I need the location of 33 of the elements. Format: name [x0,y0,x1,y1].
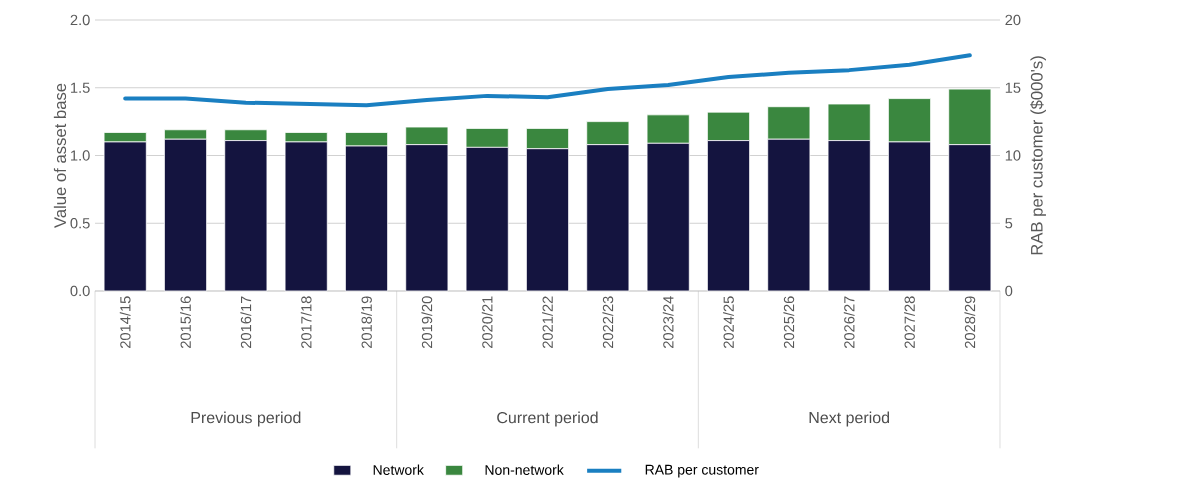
y-axis-title: Value of asset base [53,83,67,228]
text: Next period [809,411,890,427]
text: Current period [497,411,598,427]
y2-tick-label: 5 [1005,218,1013,229]
x-tick-label: 2028/29 [964,296,976,348]
x-tick-label: 2023/24 [662,296,674,348]
x-tick-label: 2014/15 [119,296,131,348]
x-tick-label: 2021/22 [542,296,553,348]
x-tick-label: 2019/20 [421,296,433,348]
x-tick-label: 2027/28 [904,296,915,348]
x-tick-label: 2026/27 [843,296,855,348]
legend-label: RAB per customer [645,464,759,478]
y-tick-label: 0.5 [70,218,90,229]
text: Previous period [191,411,301,427]
legend-label: Network [373,464,424,475]
y-tick-label: 2.0 [70,14,90,26]
y2-tick-label: 15 [1005,82,1021,93]
x-tick-label: 2025/26 [783,296,795,348]
x-tick-label: 2022/23 [602,296,614,348]
y-tick-label: 1.5 [71,82,90,93]
x-tick-label: 2018/19 [361,296,372,348]
x-tick-label: 2020/21 [481,296,493,348]
x-tick-label: 2015/16 [180,296,191,348]
y2-axis-title: RAB per customer ($000's) [1030,56,1046,255]
y-tick-label: 1.0 [71,150,90,161]
y-tick-label: 0.0 [70,285,90,297]
x-tick-label: 2016/17 [240,296,252,348]
y2-tick-label: 10 [1005,150,1021,161]
y2-tick-label: 20 [1005,14,1021,26]
x-tick-label: 2017/18 [300,296,312,348]
legend-label: Non-network [485,464,564,475]
x-tick-label: 2024/25 [723,296,734,348]
y2-tick-label: 0 [1005,285,1013,297]
